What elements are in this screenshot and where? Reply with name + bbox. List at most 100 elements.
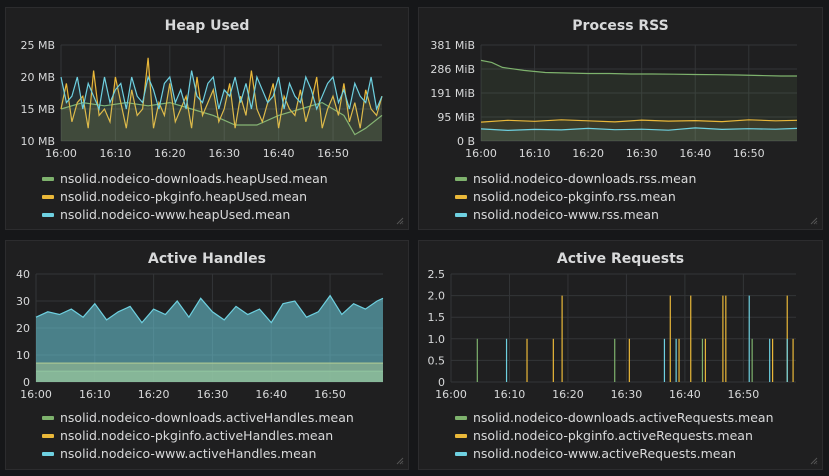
y-tick-label: 0 [438,376,445,389]
legend-item[interactable]: nsolid.nodeico-downloads.heapUsed.mean [42,170,328,188]
x-tick-label: 16:30 [626,147,658,160]
legend-swatch [455,213,467,217]
series-line [60,70,383,112]
legend-swatch [455,195,467,199]
x-tick-label: 16:40 [679,147,711,160]
series-line [35,294,384,324]
series-area [481,60,797,141]
legend-item[interactable]: nsolid.nodeico-www.activeRequests.mean [455,445,774,463]
y-tick-label: 0 [23,376,30,389]
legend-label: nsolid.nodeico-pkginfo.activeHandles.mea… [60,428,334,443]
resize-handle-icon[interactable] [396,217,404,225]
x-tick-label: 16:00 [45,147,77,160]
series-line [480,119,798,123]
active-handles-chart: 0 10 20 30 40 16:00 16:10 16:20 16:30 16:40 16:50 [16,269,384,401]
y-tick-label: 1.5 [428,311,446,324]
series-line [480,127,798,132]
series-area [36,295,383,382]
panel-active-handles: Active Handles 0 10 20 30 40 16:00 16:10 16:20 1… [5,240,409,470]
y-tick-label: 20 [16,322,30,335]
legend: nsolid.nodeico-downloads.activeHandles.m… [42,409,354,463]
y-tick-label: 0 B [457,135,475,148]
x-tick-label: 16:30 [208,147,240,160]
y-tick-label: 286 MiB [430,63,475,76]
x-tick-label: 16:10 [519,147,551,160]
legend-item[interactable]: nsolid.nodeico-www.activeHandles.mean [42,445,354,463]
legend-swatch [42,434,54,438]
series-area [481,127,797,141]
x-tick-label: 16:10 [79,388,111,401]
legend-label: nsolid.nodeico-www.activeHandles.mean [60,446,317,461]
process-rss-chart: 0 B 95 MiB 191 MiB 286 MiB 381 MiB 16:00 16:10… [430,39,798,160]
legend-item[interactable]: nsolid.nodeico-pkginfo.rss.mean [455,188,696,206]
legend-swatch [455,177,467,181]
legend-swatch [42,177,54,181]
y-tick-label: 10 [16,349,30,362]
legend-item[interactable]: nsolid.nodeico-www.heapUsed.mean [42,206,328,224]
x-tick-label: 16:10 [494,388,526,401]
y-tick-label: 381 MiB [430,39,475,52]
x-tick-label: 16:40 [263,147,295,160]
x-tick-label: 16:10 [100,147,132,160]
panel-title[interactable]: Process RSS [572,18,669,34]
legend-label: nsolid.nodeico-downloads.rss.mean [473,171,697,186]
y-tick-label: 0.5 [428,354,446,367]
legend-swatch [42,452,54,456]
legend: nsolid.nodeico-downloads.activeRequests.… [455,409,774,463]
y-tick-label: 25 MB [20,39,55,52]
x-tick-label: 16:20 [572,147,604,160]
x-tick-label: 16:20 [154,147,186,160]
legend-label: nsolid.nodeico-www.activeRequests.mean [473,446,737,461]
y-tick-label: 2.5 [428,269,446,281]
legend-swatch [42,213,54,217]
x-tick-label: 16:50 [314,388,346,401]
legend-item[interactable]: nsolid.nodeico-pkginfo.activeRequests.me… [455,427,774,445]
x-tick-label: 16:00 [20,388,52,401]
panel-active-requests: Active Requests 0 0.5 1.0 1.5 2.0 2.5 16:00 16:… [418,240,823,470]
legend-label: nsolid.nodeico-pkginfo.activeRequests.me… [473,428,753,443]
legend-item[interactable]: nsolid.nodeico-downloads.rss.mean [455,170,696,188]
legend-label: nsolid.nodeico-pkginfo.rss.mean [473,189,676,204]
legend-item[interactable]: nsolid.nodeico-www.rss.mean [455,206,696,224]
y-tick-label: 191 MiB [430,87,475,100]
y-tick-label: 1.0 [428,333,446,346]
series-line [60,57,383,129]
x-tick-label: 16:20 [138,388,170,401]
panel-title[interactable]: Active Handles [148,251,266,267]
heap-used-chart: 10 MB 15 MB 20 MB 25 MB 16:00 16:10 16:20 16:30… [20,39,383,160]
y-tick-label: 10 MB [20,135,55,148]
legend-swatch [455,452,467,456]
x-tick-label: 16:50 [317,147,349,160]
resize-handle-icon[interactable] [396,457,404,465]
x-tick-label: 16:00 [435,388,467,401]
series-area [61,70,382,141]
active-requests-chart: 0 0.5 1.0 1.5 2.0 2.5 16:00 16:10 16:20 16:30 16:4… [428,269,796,401]
x-tick-label: 16:40 [255,388,287,401]
x-tick-label: 16:00 [465,147,497,160]
resize-handle-icon[interactable] [810,457,818,465]
legend-label: nsolid.nodeico-downloads.activeHandles.m… [60,410,354,425]
legend-label: nsolid.nodeico-www.heapUsed.mean [60,207,291,222]
legend-swatch [42,195,54,199]
series-area [61,57,382,141]
legend-item[interactable]: nsolid.nodeico-pkginfo.heapUsed.mean [42,188,328,206]
legend-swatch [455,434,467,438]
y-tick-label: 2.0 [428,290,446,303]
panel-title[interactable]: Active Requests [556,251,685,267]
legend-item[interactable]: nsolid.nodeico-pkginfo.activeHandles.mea… [42,427,354,445]
legend-swatch [42,416,54,420]
resize-handle-icon[interactable] [810,217,818,225]
x-tick-label: 16:20 [552,388,584,401]
legend: nsolid.nodeico-downloads.rss.mean nsolid… [455,170,696,224]
panel-title[interactable]: Heap Used [164,18,250,34]
legend-item[interactable]: nsolid.nodeico-downloads.activeHandles.m… [42,409,354,427]
legend: nsolid.nodeico-downloads.heapUsed.mean n… [42,170,328,224]
legend-swatch [455,416,467,420]
legend-item[interactable]: nsolid.nodeico-downloads.activeRequests.… [455,409,774,427]
legend-label: nsolid.nodeico-www.rss.mean [473,207,659,222]
x-tick-label: 16:30 [611,388,643,401]
panel-process-rss: Process RSS 0 B 95 MiB 191 MiB 286 MiB 381 M… [418,7,823,230]
x-tick-label: 16:50 [728,388,760,401]
x-tick-label: 16:30 [197,388,229,401]
y-tick-label: 20 MB [20,71,55,84]
